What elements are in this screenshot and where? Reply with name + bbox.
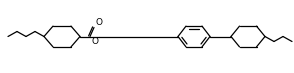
Text: O: O [91, 38, 98, 47]
Text: O: O [96, 18, 103, 27]
